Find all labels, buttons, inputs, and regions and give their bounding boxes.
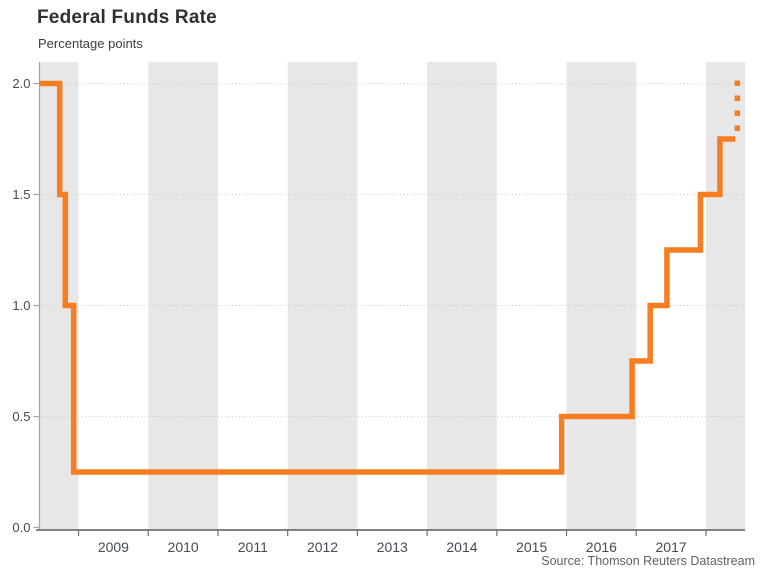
x-tick-label: 2011 xyxy=(238,539,268,555)
x-tick-label: 2017 xyxy=(656,539,687,555)
x-tick-label: 2015 xyxy=(516,539,547,555)
source-attribution: Source: Thomson Reuters Datastream xyxy=(541,554,755,568)
chart-subtitle: Percentage points xyxy=(38,36,143,51)
y-tick-label: 1.5 xyxy=(12,187,30,202)
year-band xyxy=(148,62,218,530)
chart-title: Federal Funds Rate xyxy=(37,7,217,28)
x-tick-label: 2016 xyxy=(586,539,617,555)
x-tick-label: 2010 xyxy=(168,539,199,555)
year-band xyxy=(287,62,358,530)
rate-step-line xyxy=(39,80,736,475)
x-tick-label: 2014 xyxy=(446,539,477,555)
y-tick-label: 0.0 xyxy=(12,520,30,535)
x-tick-label: 2009 xyxy=(98,539,129,555)
y-tick-label: 2.0 xyxy=(12,76,30,91)
year-band xyxy=(427,62,497,530)
x-tick-label: 2012 xyxy=(307,539,338,555)
y-tick-label: 1.0 xyxy=(12,298,30,313)
x-tick-label: 2013 xyxy=(377,539,408,555)
y-tick-label: 0.5 xyxy=(12,409,30,424)
year-band xyxy=(705,62,745,530)
year-band xyxy=(566,62,637,530)
